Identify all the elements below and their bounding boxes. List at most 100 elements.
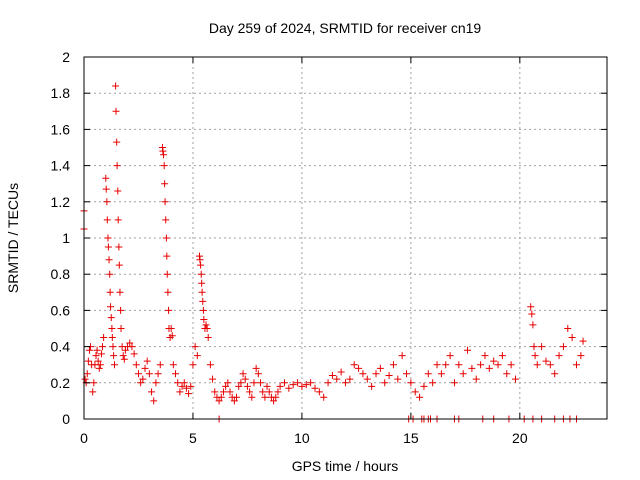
data-point [276, 382, 284, 390]
data-point [527, 303, 535, 311]
data-point [307, 379, 315, 387]
data-point [211, 388, 219, 396]
data-point [368, 382, 376, 390]
data-point [531, 352, 539, 360]
x-tick-label: 0 [80, 430, 88, 446]
data-point [270, 397, 278, 405]
data-point [411, 388, 419, 396]
y-axis-ticks: 0 0.2 0.4 0.6 0.8 1 1.2 1.4 1.6 1.8 2 [51, 49, 607, 427]
data-point [90, 379, 98, 387]
data-point [163, 270, 171, 278]
data-point [141, 364, 149, 372]
data-point [174, 379, 182, 387]
data-point [180, 379, 188, 387]
data-point [372, 370, 380, 378]
data-point [178, 382, 186, 390]
x-axis-ticks: 0 5 10 15 20 [80, 57, 528, 446]
data-point [424, 370, 432, 378]
x-tick-label: 15 [403, 430, 419, 446]
y-tick-label: 1.6 [51, 121, 71, 137]
data-point [114, 216, 122, 224]
data-point [112, 107, 120, 115]
data-point [202, 321, 210, 329]
data-point [285, 384, 293, 392]
data-point [106, 288, 114, 296]
data-point [83, 370, 91, 378]
data-point [416, 393, 424, 401]
data-point [226, 388, 234, 396]
data-point [160, 151, 168, 159]
data-point [204, 334, 212, 342]
data-point [115, 243, 123, 251]
data-point [160, 162, 168, 170]
data-point [559, 343, 567, 351]
data-point [164, 288, 172, 296]
data-point [139, 375, 147, 383]
data-point [100, 334, 108, 342]
data-point [237, 379, 245, 387]
data-point [199, 306, 207, 314]
data-point [92, 352, 100, 360]
data-point [215, 397, 223, 405]
data-point [511, 375, 519, 383]
y-axis-label: SRMTID / TECUs [5, 183, 21, 293]
data-point [112, 82, 120, 90]
data-point [97, 350, 105, 358]
data-point [99, 343, 107, 351]
data-point [224, 379, 232, 387]
data-point [333, 375, 341, 383]
data-point [257, 379, 265, 387]
data-point [84, 357, 92, 365]
data-point [95, 364, 103, 372]
data-point [119, 352, 127, 360]
data-point [81, 375, 89, 383]
data-point [111, 361, 119, 369]
data-point [114, 187, 122, 195]
data-point [490, 357, 498, 365]
data-point [542, 357, 550, 365]
data-point [577, 352, 585, 360]
y-tick-label: 1.2 [51, 194, 71, 210]
data-point [429, 379, 437, 387]
data-point [459, 370, 467, 378]
data-point [102, 185, 110, 193]
data-point [104, 243, 112, 251]
data-point [200, 315, 208, 323]
data-point [302, 381, 310, 389]
data-point [163, 252, 171, 260]
data-point [130, 350, 138, 358]
data-point [134, 370, 142, 378]
data-point [381, 379, 389, 387]
data-point [403, 370, 411, 378]
data-point [477, 361, 485, 369]
data-point [261, 393, 269, 401]
x-tick-label: 10 [294, 430, 310, 446]
data-point [315, 388, 323, 396]
data-point [107, 314, 115, 322]
data-point [294, 379, 302, 387]
data-point [433, 361, 441, 369]
data-point [187, 382, 195, 390]
data-point [420, 382, 428, 390]
data-point [185, 390, 193, 398]
data-point [442, 361, 450, 369]
data-point [169, 361, 177, 369]
data-point [156, 361, 164, 369]
data-point [564, 325, 572, 332]
data-point [199, 297, 207, 305]
data-point [162, 216, 170, 224]
y-tick-label: 0.8 [51, 266, 71, 282]
data-point [176, 388, 184, 396]
data-point [150, 397, 158, 405]
data-point [96, 361, 104, 369]
data-point [107, 303, 115, 311]
data-point [110, 352, 118, 360]
data-point [289, 381, 297, 389]
data-point [494, 361, 502, 369]
data-point [468, 364, 476, 372]
data-point [398, 352, 406, 360]
data-point [93, 346, 101, 354]
data-point [248, 393, 256, 401]
data-point [89, 388, 97, 396]
